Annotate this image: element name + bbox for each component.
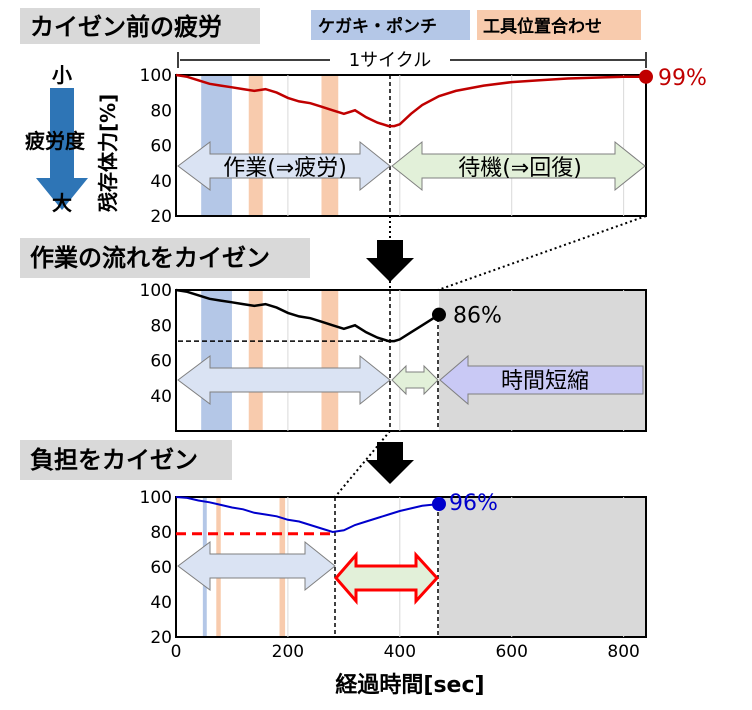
panel-before: 作業(⇒疲労) 待機(⇒回復) 99% 20 40 60 80 100	[140, 66, 707, 227]
y-tick-label: 60	[150, 352, 172, 372]
p1-series-line	[175, 73, 646, 128]
p3-x-ticks: 0 200 400 600 800	[171, 642, 640, 662]
fatigue-arrow	[36, 88, 88, 210]
p3-work-arrow	[177, 540, 336, 592]
connector-1-right	[437, 215, 647, 291]
header-before: カイゼン前の疲労	[30, 13, 222, 41]
p1-end-marker	[639, 69, 653, 84]
fatigue-title: 疲労度	[25, 129, 86, 153]
y-tick-label: 60	[150, 137, 172, 157]
y-tick-label: 20	[150, 207, 172, 227]
y-tick-label: 100	[140, 488, 172, 508]
p3-end-label: 96%	[449, 491, 498, 516]
fatigue-high: 大	[52, 191, 72, 215]
p2-y-ticks: 40 60 80 100	[140, 281, 172, 407]
band-tooling	[248, 291, 263, 430]
p3-y-ticks: 20 40 60 80 100	[140, 488, 172, 648]
legend-marking: ケガキ・ポンチ	[318, 16, 437, 37]
p1-end-label: 99%	[658, 66, 707, 91]
y-tick-label: 100	[140, 281, 172, 301]
header-burden-box	[20, 440, 232, 480]
p2-series-line	[175, 288, 440, 343]
y-tick-label: 20	[150, 628, 172, 648]
p3-wait-arrow	[334, 550, 440, 606]
y-tick-label: 40	[150, 172, 172, 192]
x-tick-label: 800	[607, 642, 639, 662]
x-tick-label: 0	[171, 642, 182, 662]
y-tick-label: 60	[150, 558, 172, 578]
p1-y-ticks: 20 40 60 80 100	[140, 66, 172, 227]
connector-2	[334, 430, 391, 498]
band-tooling	[248, 76, 263, 215]
panel-workflow: 時間短縮 86% 40 60 80 100	[140, 281, 647, 432]
y-tick-label: 80	[150, 523, 172, 543]
x-tick-label: 200	[272, 642, 304, 662]
band-tooling	[321, 291, 339, 430]
x-tick-label: 600	[495, 642, 527, 662]
p1-arrows: 作業(⇒疲労) 待機(⇒回復)	[177, 140, 646, 192]
y-tick-label: 80	[150, 316, 172, 336]
x-tick-label: 400	[384, 642, 416, 662]
x-axis-label: 経過時間[sec]	[335, 672, 484, 698]
p2-removed-wait-shade	[438, 291, 645, 430]
p2-shorten-arrow	[439, 354, 644, 406]
p2-shorten-arrow-label: 時間短縮	[501, 369, 589, 394]
legend-tooling: 工具位置合わせ	[483, 16, 602, 37]
y-tick-label: 40	[150, 387, 172, 407]
y-axis-label: 残存体力[%]	[96, 94, 120, 212]
fatigue-low: 小	[52, 63, 72, 87]
header-burden: 負担をカイゼン	[30, 446, 198, 474]
legend-tooling-box	[477, 10, 641, 40]
band-tooling	[321, 76, 339, 215]
p2-work-arrow	[177, 354, 391, 406]
y-tick-label: 80	[150, 101, 172, 121]
cycle-label: 1サイクル	[349, 50, 432, 71]
p3-end-marker	[431, 497, 446, 511]
p1-wait-arrow	[391, 140, 646, 192]
p3-series-line	[175, 496, 440, 534]
panel-burden: 96% 20 40 60 80 100 0 200 400 600 800	[140, 488, 647, 662]
p1-wait-arrow-label: 待機(⇒回復)	[458, 156, 582, 181]
header-workflow: 作業の流れをカイゼン	[30, 244, 270, 272]
down-arrow-1	[366, 240, 414, 282]
down-arrow-2	[366, 442, 414, 484]
y-tick-label: 40	[150, 593, 172, 613]
p1-work-arrow	[177, 140, 391, 192]
header-workflow-box	[20, 238, 310, 278]
y-tick-label: 100	[140, 66, 172, 86]
p2-end-marker	[431, 307, 446, 322]
p2-wait-arrow	[391, 364, 439, 396]
header-before-box	[20, 8, 260, 44]
p3-shade	[438, 498, 645, 636]
p1-work-arrow-label: 作業(⇒疲労)	[223, 156, 347, 181]
p2-end-label: 86%	[453, 304, 502, 329]
legend-marking-box	[311, 10, 470, 40]
